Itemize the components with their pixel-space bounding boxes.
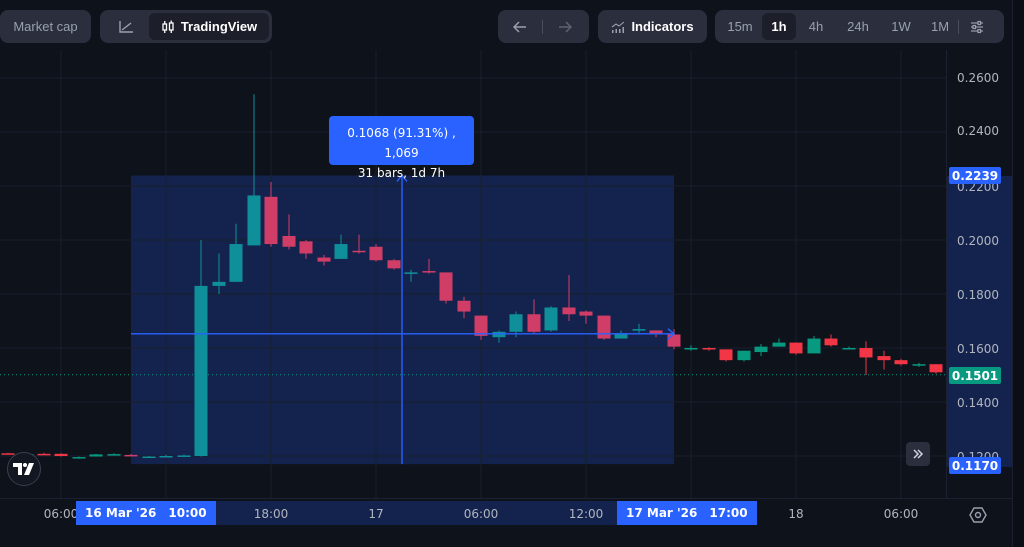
timeframe-15m[interactable]: 15m [727, 19, 753, 34]
time-label: 17 [368, 507, 384, 521]
tradingview-logo-icon [13, 463, 34, 475]
chart-pane[interactable] [0, 50, 946, 498]
range-start-tag: 16 Mar '26 10:00 [76, 501, 216, 525]
measure-change: 0.1068 (91.31%) , 1,069 [347, 126, 456, 160]
tradingview-logo[interactable] [7, 452, 41, 486]
line-chart-icon [119, 20, 133, 33]
arrow-right-icon [559, 20, 572, 33]
indicators-button[interactable]: Indicators [598, 10, 707, 43]
chart-settings-button[interactable] [959, 10, 995, 43]
tradingview-button[interactable]: TradingView [149, 13, 269, 40]
chart-type-toggle: TradingView [100, 10, 272, 43]
price-label: 0.2000 [957, 234, 999, 248]
candlestick-icon [162, 20, 174, 33]
line-chart-button[interactable] [103, 10, 149, 43]
range-start-time: 10:00 [168, 506, 207, 520]
redo-button[interactable] [543, 10, 587, 43]
indicators-label: Indicators [631, 19, 694, 34]
price-label: 0.2400 [957, 124, 999, 138]
time-label: 12:00 [568, 507, 604, 521]
undo-button[interactable] [498, 10, 542, 43]
timeframe-1h[interactable]: 1h [762, 13, 796, 40]
price-scale[interactable]: 0.2600 0.2400 0.2200 0.2000 0.1800 0.160… [946, 50, 1013, 498]
range-end-time: 17:00 [709, 506, 748, 520]
range-high-tag: 0.2239 [949, 167, 1001, 184]
timeframe-4h[interactable]: 4h [808, 19, 824, 34]
tradingview-label: TradingView [180, 19, 258, 34]
time-label: 06:00 [463, 507, 499, 521]
timeframe-group: 15m 1h 4h 24h 1W 1M [715, 10, 1004, 43]
range-end-date: 17 Mar '26 [626, 506, 698, 520]
double-chevron-right-icon [913, 449, 924, 459]
range-low-tag: 0.1170 [949, 457, 1001, 474]
market-cap-button[interactable]: Market cap [13, 19, 78, 34]
history-nav-group [498, 10, 589, 43]
separator [958, 19, 959, 34]
current-price-tag: 0.1501 [949, 367, 1001, 384]
range-start-date: 16 Mar '26 [85, 506, 157, 520]
market-cap-group: Market cap [0, 10, 91, 43]
separator [542, 19, 543, 34]
chart-settings-icon[interactable] [968, 505, 988, 525]
indicators-icon [612, 21, 625, 33]
time-label: 18:00 [253, 507, 289, 521]
scrollbar-edge [1012, 0, 1024, 547]
timeframe-1m[interactable]: 1M [930, 19, 950, 34]
time-label: 06:00 [883, 507, 919, 521]
arrow-left-icon [513, 20, 526, 33]
price-label: 0.1800 [957, 288, 999, 302]
timeframe-24h[interactable]: 24h [847, 19, 869, 34]
time-label: 06:00 [43, 507, 79, 521]
price-label: 0.2600 [957, 71, 999, 85]
time-range-highlight [131, 501, 674, 525]
price-label: 0.1600 [957, 342, 999, 356]
price-range-highlight [947, 176, 1013, 467]
time-label: 18 [788, 507, 804, 521]
price-label: 0.1400 [957, 396, 999, 410]
time-scale[interactable]: 06:00 18:00 17 06:00 12:00 18 06:00 16 M… [0, 498, 1012, 528]
timeframe-1w[interactable]: 1W [891, 19, 911, 34]
measure-tooltip: 0.1068 (91.31%) , 1,069 31 bars, 1d 7h [329, 116, 474, 180]
range-end-tag: 17 Mar '26 17:00 [617, 501, 757, 525]
candlestick-plot [0, 50, 946, 498]
indicators-group: Indicators [598, 10, 707, 43]
measure-bars: 31 bars, 1d 7h [357, 166, 446, 180]
scroll-to-realtime-button[interactable] [906, 442, 930, 466]
sliders-icon [971, 20, 983, 33]
